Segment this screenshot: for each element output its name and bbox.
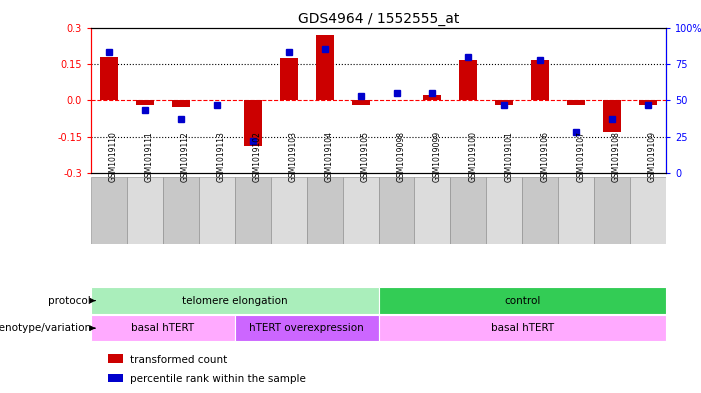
Bar — [244, 100, 261, 146]
Text: basal hTERT: basal hTERT — [131, 323, 195, 333]
Text: genotype/variation: genotype/variation — [0, 323, 91, 333]
Text: GSM1019111: GSM1019111 — [145, 131, 154, 182]
Text: basal hTERT: basal hTERT — [491, 323, 554, 333]
Bar — [639, 100, 657, 105]
Bar — [307, 177, 343, 244]
Text: GSM1019098: GSM1019098 — [397, 131, 405, 182]
Text: GSM1019107: GSM1019107 — [576, 131, 585, 182]
Text: control: control — [504, 296, 540, 306]
Bar — [603, 100, 621, 132]
Text: GSM1019105: GSM1019105 — [360, 131, 369, 182]
Bar — [127, 177, 163, 244]
Text: GSM1019110: GSM1019110 — [109, 131, 118, 182]
Bar — [379, 287, 666, 314]
Text: GSM1019113: GSM1019113 — [217, 131, 226, 182]
Bar — [280, 58, 298, 100]
Bar — [136, 100, 154, 105]
Bar — [100, 57, 118, 100]
Bar — [91, 287, 379, 314]
Bar — [163, 177, 199, 244]
Bar — [558, 177, 594, 244]
Bar — [450, 177, 486, 244]
Title: GDS4964 / 1552555_at: GDS4964 / 1552555_at — [298, 13, 459, 26]
Text: GSM1019101: GSM1019101 — [504, 131, 513, 182]
Bar — [109, 374, 123, 382]
Bar — [172, 100, 190, 107]
Bar — [315, 35, 334, 100]
Text: hTERT overexpression: hTERT overexpression — [250, 323, 364, 333]
Bar — [594, 177, 630, 244]
Bar — [459, 60, 477, 100]
Text: transformed count: transformed count — [130, 354, 227, 365]
Text: GSM1019100: GSM1019100 — [468, 131, 477, 182]
Text: GSM1019103: GSM1019103 — [289, 131, 298, 182]
Text: GSM1019108: GSM1019108 — [612, 131, 621, 182]
Bar — [496, 100, 513, 105]
Bar — [522, 177, 558, 244]
Text: protocol: protocol — [48, 296, 91, 306]
Bar — [109, 354, 123, 363]
Bar — [630, 177, 666, 244]
Bar — [567, 100, 585, 105]
Bar — [91, 177, 127, 244]
Bar — [423, 95, 442, 100]
Bar — [352, 100, 369, 105]
Bar — [91, 315, 235, 342]
Bar — [486, 177, 522, 244]
Bar — [271, 177, 307, 244]
Text: GSM1019109: GSM1019109 — [648, 131, 657, 182]
Bar — [343, 177, 379, 244]
Text: telomere elongation: telomere elongation — [182, 296, 287, 306]
Text: GSM1019102: GSM1019102 — [253, 131, 261, 182]
Text: GSM1019106: GSM1019106 — [540, 131, 549, 182]
Bar — [235, 315, 379, 342]
Bar — [379, 315, 666, 342]
Text: GSM1019099: GSM1019099 — [433, 131, 442, 182]
Text: percentile rank within the sample: percentile rank within the sample — [130, 374, 306, 384]
Bar — [235, 177, 271, 244]
Text: GSM1019112: GSM1019112 — [181, 131, 190, 182]
Bar — [379, 177, 414, 244]
Bar — [199, 177, 235, 244]
Bar — [414, 177, 450, 244]
Text: GSM1019104: GSM1019104 — [325, 131, 334, 182]
Bar — [531, 60, 549, 100]
